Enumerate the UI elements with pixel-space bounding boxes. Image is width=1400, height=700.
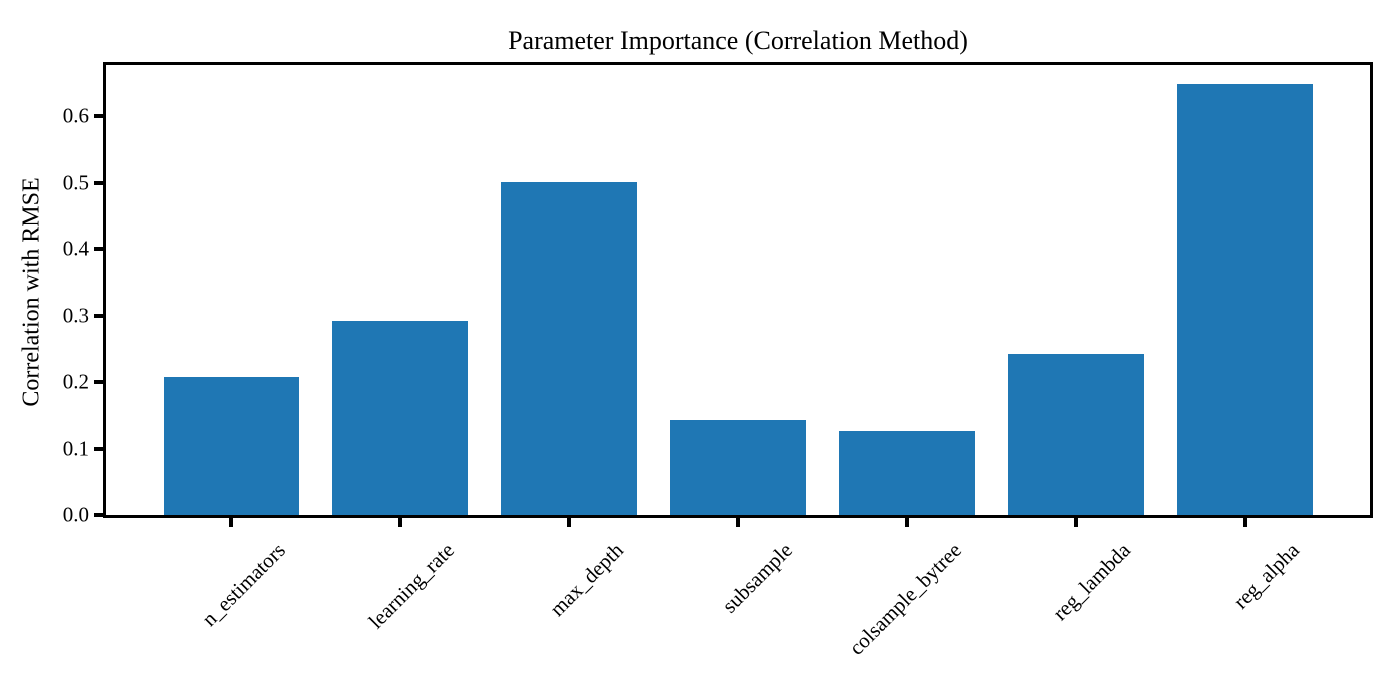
bar-reg_lambda [1008, 353, 1144, 515]
y-tick [94, 180, 103, 185]
bar-reg_alpha [1177, 84, 1313, 515]
y-tick [94, 380, 103, 385]
x-tick-label: reg_alpha [1228, 538, 1304, 614]
x-tick-label: learning_rate [363, 538, 459, 634]
y-tick [94, 114, 103, 119]
x-tick-label: n_estimators [197, 538, 290, 631]
x-tick [567, 518, 571, 527]
bar-colsample_bytree [839, 431, 975, 515]
plot-area [103, 62, 1373, 518]
y-axis-label: Correlation with RMSE [18, 177, 45, 407]
y-tick-label: 0.4 [62, 236, 89, 261]
bar-subsample [670, 419, 806, 515]
y-tick-label: 0.3 [62, 303, 89, 328]
x-tick-label: colsample_bytree [844, 538, 966, 660]
y-tick-label: 0.5 [62, 170, 89, 195]
x-tick [1074, 518, 1078, 527]
x-tick [736, 518, 740, 527]
y-tick-label: 0.1 [62, 436, 89, 460]
y-tick-label: 0.2 [62, 369, 89, 394]
x-tick-label: reg_lambda [1047, 538, 1135, 626]
y-tick [94, 313, 103, 318]
y-tick [94, 513, 103, 517]
x-tick-label: subsample [717, 538, 797, 618]
y-tick [94, 247, 103, 252]
x-tick [398, 518, 402, 527]
bar-learning_rate [332, 320, 468, 515]
x-tick-label: max_depth [545, 538, 628, 621]
bar-max_depth [501, 182, 637, 515]
y-tick [94, 446, 103, 451]
x-tick [905, 518, 909, 527]
chart-title: Parameter Importance (Correlation Method… [508, 26, 968, 55]
y-tick-label: 0.0 [62, 502, 89, 527]
y-tick-label: 0.6 [62, 103, 89, 128]
bar-n_estimators [163, 376, 299, 515]
x-tick [229, 518, 233, 527]
x-tick [1243, 518, 1247, 527]
